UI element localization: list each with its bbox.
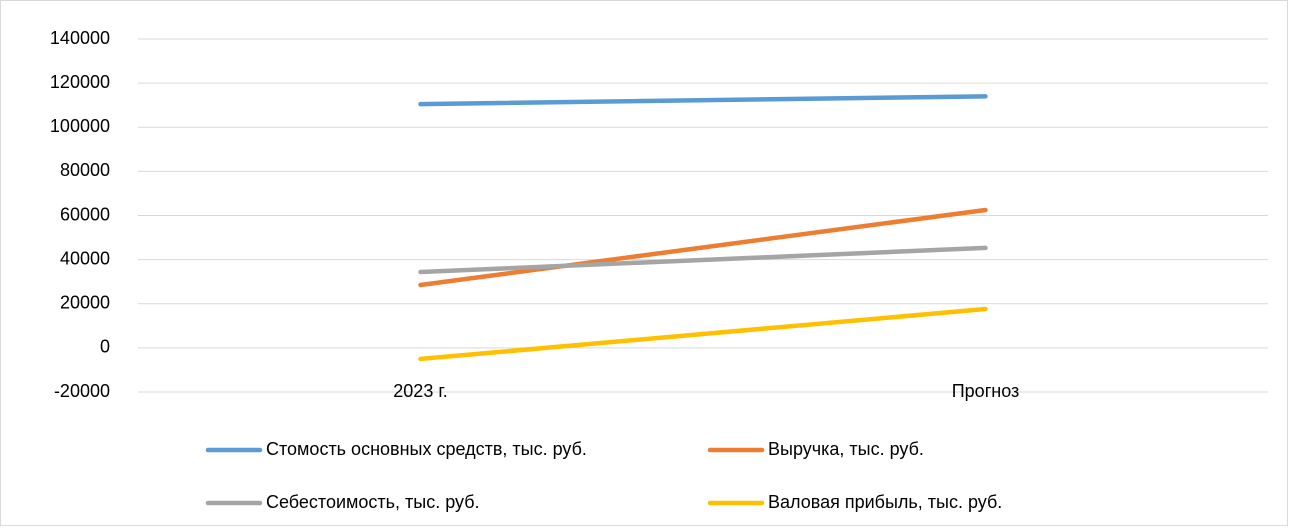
series-line bbox=[418, 306, 988, 362]
y-tick-label: -20000 bbox=[54, 381, 110, 401]
y-tick-label: 140000 bbox=[50, 28, 110, 48]
y-tick-label: 40000 bbox=[60, 248, 110, 268]
x-tick-label: Прогноз bbox=[952, 381, 1020, 401]
x-tick-label: 2023 г. bbox=[393, 381, 447, 401]
y-tick-label: 0 bbox=[100, 337, 110, 357]
legend-label: Выручка, тыс. руб. bbox=[768, 439, 924, 459]
y-tick-label: 60000 bbox=[60, 204, 110, 224]
y-tick-label: 100000 bbox=[50, 116, 110, 136]
series-line bbox=[418, 245, 988, 275]
y-tick-label: 80000 bbox=[60, 160, 110, 180]
legend-label: Стомость основных средств, тыс. руб. bbox=[266, 439, 587, 459]
series-line bbox=[418, 207, 988, 288]
legend-label: Валовая прибыль, тыс. руб. bbox=[768, 492, 1002, 512]
y-tick-label: 20000 bbox=[60, 293, 110, 313]
series-line bbox=[418, 94, 988, 107]
y-tick-label: 120000 bbox=[50, 72, 110, 92]
legend-label: Себестоимость, тыс. руб. bbox=[266, 492, 480, 512]
